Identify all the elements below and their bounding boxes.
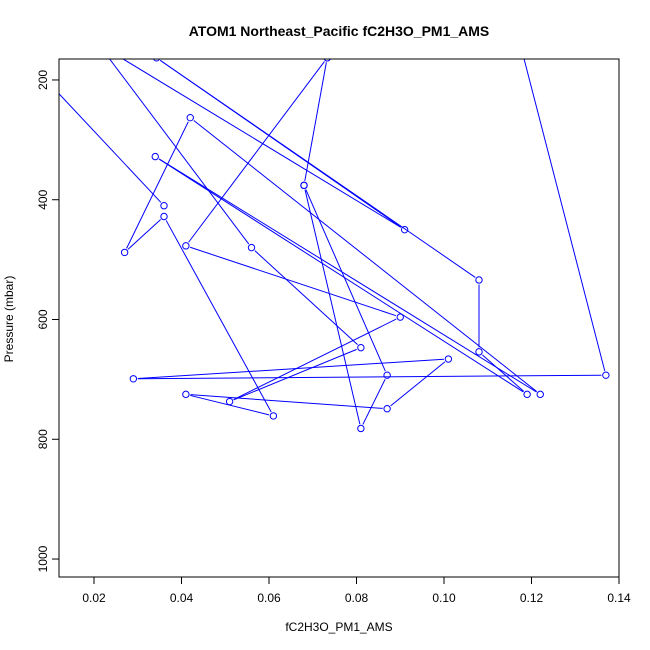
y-tick-label: 1000 — [36, 545, 50, 572]
series-2-point — [383, 371, 391, 379]
series-0-segment — [137, 358, 444, 379]
series-0-segment — [189, 246, 397, 317]
series-2-point — [300, 181, 308, 190]
data-points — [22, 17, 610, 433]
x-tick-label: 0.10 — [432, 591, 456, 605]
x-axis-ticks: 0.02 0.04 0.06 0.08 0.10 0.12 0.14 — [82, 577, 631, 605]
series-0-point — [536, 390, 544, 399]
series-0-segment — [233, 318, 397, 400]
series-0-point — [160, 212, 168, 221]
series-0-point — [400, 225, 409, 234]
series-0-segment — [193, 120, 538, 392]
series-2-segment — [362, 379, 386, 425]
series-0-point — [186, 113, 194, 122]
data-lines — [59, 59, 606, 425]
series-0-point — [153, 59, 161, 62]
y-tick-label: 400 — [36, 189, 50, 209]
x-tick-label: 0.14 — [607, 591, 631, 605]
series-1-segment — [59, 93, 162, 203]
x-tick-label: 0.12 — [520, 591, 544, 605]
series-0-segment — [109, 59, 250, 245]
series-0-segment — [190, 394, 383, 409]
series-0-point — [182, 242, 190, 250]
series-0-point — [475, 276, 483, 284]
series-0-segment — [233, 348, 357, 401]
series-0-point — [182, 390, 190, 399]
series-2-segment — [304, 189, 361, 425]
series-1-point — [22, 55, 28, 61]
y-axis-label: Pressure (mbar) — [2, 276, 16, 363]
series-2-segment — [304, 62, 327, 182]
chart-title: ATOM1 Northeast_Pacific fC2H3O_PM1_AMS — [189, 23, 490, 39]
plot-frame — [58, 58, 620, 578]
series-0-point — [247, 243, 256, 252]
y-tick-label: 200 — [36, 70, 50, 90]
x-tick-label: 0.08 — [345, 591, 369, 605]
series-0-segment — [158, 158, 524, 393]
y-axis-ticks: 200 400 600 800 1000 — [36, 70, 59, 572]
series-0-point — [383, 405, 391, 413]
series-0-point — [95, 41, 101, 47]
series-0-segment — [523, 59, 606, 371]
series-0-segment — [165, 220, 272, 413]
series-0-segment — [390, 361, 446, 407]
series-0-segment — [158, 158, 537, 393]
x-tick-label: 0.04 — [170, 591, 194, 605]
series-2-point — [323, 59, 331, 62]
series-0-point — [475, 348, 483, 356]
y-tick-label: 800 — [36, 429, 50, 449]
series-0-segment — [159, 59, 402, 228]
series-0-point — [225, 397, 234, 406]
series-0-point — [396, 313, 404, 321]
series-0-point — [357, 343, 365, 352]
series-0-segment — [127, 219, 162, 250]
series-0-segment — [126, 121, 189, 249]
series-0-point — [444, 355, 453, 363]
series-0-point — [523, 390, 531, 399]
series-0-segment — [254, 250, 358, 345]
series-0-point — [129, 375, 138, 383]
x-axis-label: fC2H3O_PM1_AMS — [285, 620, 392, 634]
x-tick-label: 0.02 — [82, 591, 106, 605]
x-tick-label: 0.06 — [257, 591, 281, 605]
series-0-point — [120, 248, 129, 257]
y-tick-label: 600 — [36, 309, 50, 329]
series-0-point — [269, 412, 278, 420]
series-0-segment — [137, 374, 602, 380]
series-2-segment — [305, 189, 386, 372]
series-0-point — [602, 371, 610, 379]
series-0-segment — [122, 59, 402, 228]
series-1-point — [160, 202, 168, 210]
series-0-segment — [188, 61, 325, 243]
series-0-point — [151, 152, 159, 161]
series-0-segment — [482, 354, 525, 392]
series-0-point — [511, 17, 517, 23]
series-2-point — [357, 424, 365, 433]
